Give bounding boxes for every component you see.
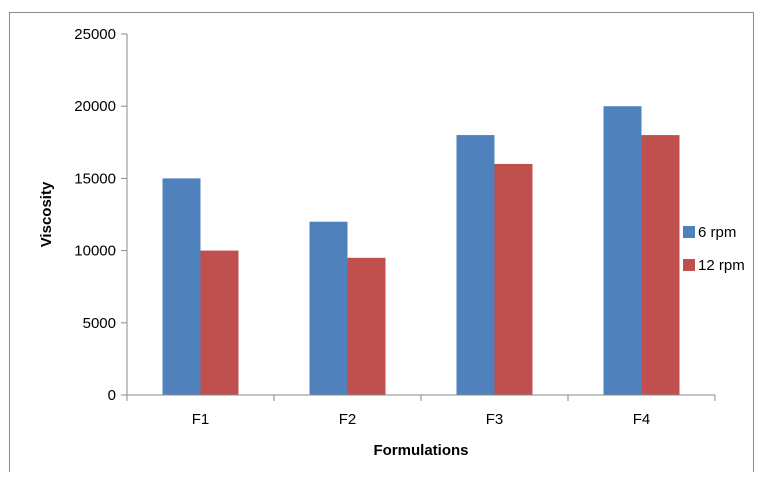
x-axis-title: Formulations	[373, 442, 468, 459]
chart-frame	[9, 12, 754, 472]
legend-swatch	[683, 226, 695, 238]
legend-label: 6 rpm	[698, 224, 736, 241]
bar-6-rpm-F4	[603, 106, 642, 395]
x-tick-label: F1	[192, 411, 210, 428]
bar-6-rpm-F3	[456, 135, 495, 395]
x-tick-label: F3	[486, 411, 504, 428]
bar-6-rpm-F1	[162, 178, 201, 395]
y-tick-label: 5000	[83, 315, 116, 332]
y-tick-label: 20000	[74, 98, 116, 115]
legend-label: 12 rpm	[698, 257, 745, 274]
bar-12-rpm-F4	[641, 135, 680, 395]
x-tick-label: F2	[339, 411, 357, 428]
y-tick-label: 0	[108, 387, 116, 404]
x-tick-label: F4	[633, 411, 651, 428]
y-tick-label: 25000	[74, 26, 116, 43]
y-axis: 0 5000 10000 15000 20000 25000	[74, 26, 127, 404]
x-axis: F1 F2 F3 F4	[126, 395, 716, 428]
y-tick-label: 15000	[74, 170, 116, 187]
bar-12-rpm-F3	[494, 163, 533, 395]
legend: 6 rpm 12 rpm	[683, 224, 745, 274]
y-tick-label: 10000	[74, 243, 116, 260]
bar-12-rpm-F2	[347, 257, 386, 395]
y-axis-title: Viscosity	[38, 181, 55, 247]
bars	[162, 106, 680, 395]
bar-12-rpm-F1	[200, 250, 239, 395]
bar-6-rpm-F2	[309, 221, 348, 395]
legend-swatch	[683, 259, 695, 271]
